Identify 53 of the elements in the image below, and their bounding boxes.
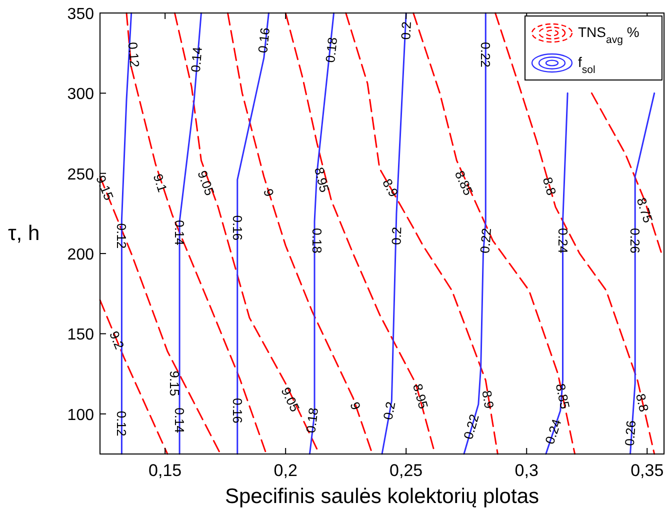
annotation: 0.24: [555, 228, 570, 254]
annotation: 9.05: [278, 384, 303, 414]
y-tick-label: 150: [67, 326, 94, 344]
x-tick-label: 0,3: [514, 461, 538, 480]
annotation: 0.26: [628, 228, 643, 254]
annotation: 8.85: [552, 382, 573, 410]
annotation: 0.16: [230, 398, 245, 424]
x-tick-label: 0,2: [274, 461, 298, 480]
annotation: 0.22: [460, 412, 482, 441]
y-axis-title: τ, h: [8, 222, 40, 245]
x-axis-title: Specifinis saulės kolektorių plotas: [225, 485, 539, 508]
annotation: 0.12: [125, 41, 142, 68]
annotation: 0.2: [398, 21, 414, 40]
annotation: 0.14: [172, 408, 188, 433]
x-tick-label: 0,35: [630, 461, 664, 480]
annotation: 0.22: [477, 228, 494, 254]
annotation: 9.2: [106, 328, 128, 352]
annotation: 0.18: [303, 406, 322, 434]
annotation: 8.95: [410, 382, 432, 410]
y-tick-label: 100: [67, 406, 94, 424]
y-tick-label: 350: [67, 6, 94, 23]
annotation: 0.16: [230, 215, 245, 241]
annotation: 0.26: [622, 420, 639, 446]
annotation: 0.22: [478, 42, 494, 68]
annotation: 0.18: [309, 228, 324, 254]
annotation: 0.12: [114, 223, 130, 249]
annotation: 8.8: [540, 175, 560, 197]
x-tick-label: 0,25: [390, 461, 423, 480]
y-tick-label: 300: [67, 86, 94, 104]
annotation: 8.9: [379, 176, 402, 200]
legend-label: f$_{sol}$: [578, 54, 596, 76]
annotation: 8.8: [632, 392, 652, 414]
annotation: 8.9: [479, 389, 497, 410]
y-tick-label: 200: [67, 246, 94, 264]
annotation: 0.14: [188, 46, 205, 73]
x-tick-label: 0,15: [148, 461, 182, 480]
y-tick-label: 250: [67, 166, 94, 184]
annotation: 9.1: [150, 172, 170, 194]
annotation: 0.14: [172, 220, 188, 246]
annotation: 9: [260, 186, 277, 198]
annotation: 0.18: [322, 36, 340, 64]
annotation: 9.15: [167, 370, 182, 396]
annotation: 8.85: [452, 168, 476, 198]
annotation: 0.16: [255, 26, 273, 54]
annotation: 0.12: [114, 410, 130, 436]
annotation: 0.2: [388, 226, 404, 246]
annotation: 9: [347, 400, 364, 412]
annotation: 0.24: [542, 417, 564, 446]
annotation: 0.2: [380, 400, 398, 421]
annotation: 8.95: [311, 166, 332, 194]
annotation: 9.05: [194, 168, 218, 198]
annotation: 8.75: [634, 196, 656, 225]
legend-label: TNS$_{avg}$ %: [578, 24, 640, 46]
